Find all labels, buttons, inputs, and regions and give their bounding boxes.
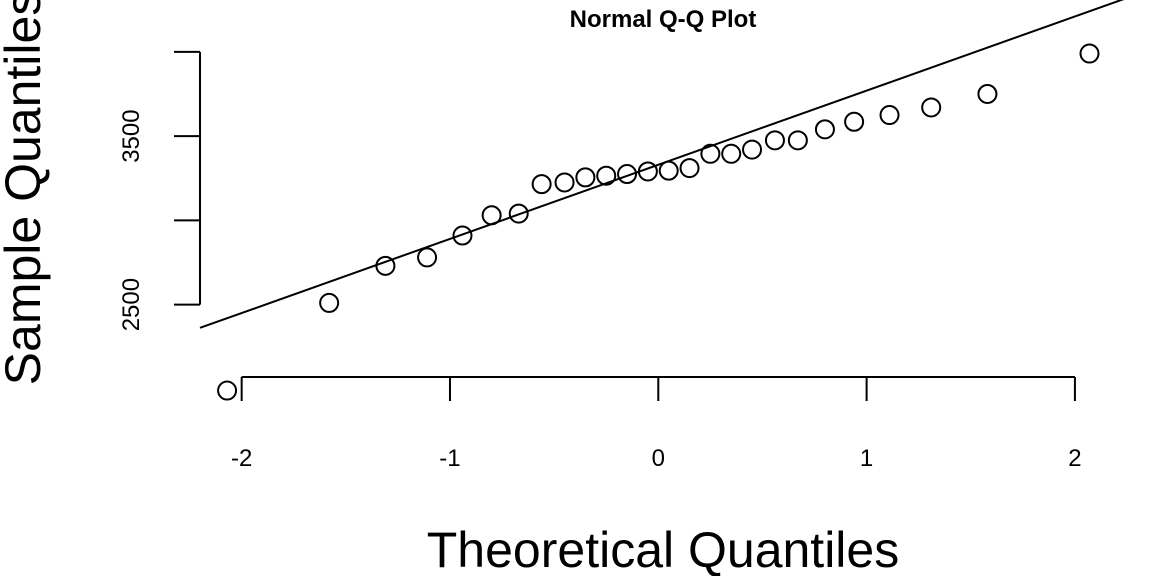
data-point [921, 97, 942, 118]
data-point [879, 105, 900, 126]
data-point [452, 225, 473, 246]
data-point [844, 111, 865, 132]
data-point [1079, 43, 1100, 64]
data-point [481, 205, 502, 226]
x-tick-label: 0 [652, 445, 665, 472]
data-point [700, 143, 721, 164]
y-tick-label: 3500 [118, 109, 145, 162]
y-axis-label: Sample Quantiles [0, 0, 51, 385]
data-point [742, 139, 763, 160]
data-point [319, 292, 340, 313]
x-tick-label: -2 [231, 445, 252, 472]
data-point [575, 167, 596, 188]
data-point [531, 174, 552, 195]
data-point [658, 160, 679, 181]
y-tick-label: 2500 [118, 278, 145, 331]
data-point [554, 172, 575, 193]
x-tick-label: -1 [439, 445, 460, 472]
data-point [375, 255, 396, 276]
data-point [721, 143, 742, 164]
data-point [787, 130, 808, 151]
data-point [508, 203, 529, 224]
data-point [764, 130, 785, 151]
x-tick-label: 2 [1068, 445, 1081, 472]
x-axis: -2 -1 0 1 2 [231, 376, 1082, 472]
data-point [596, 165, 617, 186]
data-point [814, 119, 835, 140]
x-tick-label: 1 [860, 445, 873, 472]
data-point [217, 380, 238, 401]
x-axis-label: Theoretical Quantiles [427, 522, 899, 576]
chart-title: Normal Q-Q Plot [570, 6, 757, 33]
data-point [617, 164, 638, 185]
data-point [679, 158, 700, 179]
data-points [217, 43, 1100, 401]
data-point [977, 83, 998, 104]
data-point [417, 247, 438, 268]
data-point [637, 161, 658, 182]
y-axis: 2500 3500 [118, 50, 201, 331]
